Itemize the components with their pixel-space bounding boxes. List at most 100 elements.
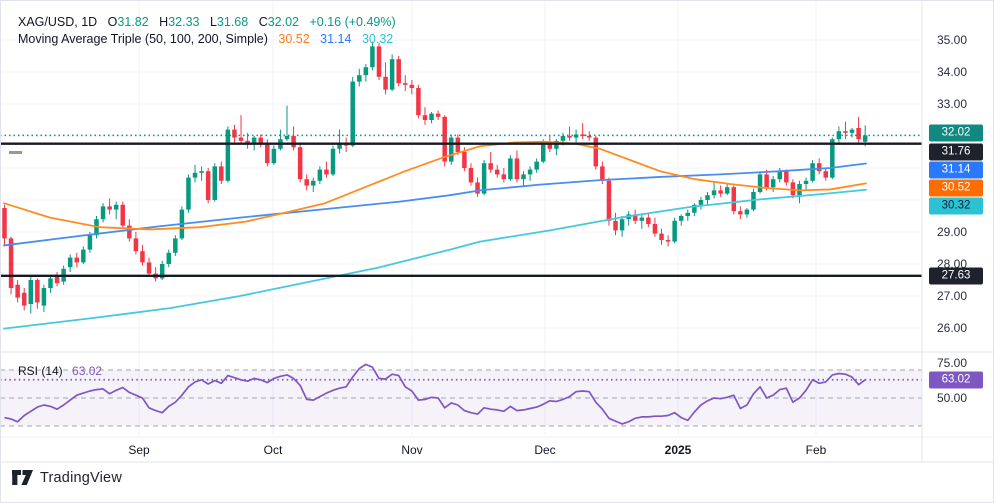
candle-body (685, 212, 691, 216)
candle-body (416, 88, 421, 116)
candle-body (514, 158, 520, 180)
candle-body (199, 171, 204, 173)
candle-body (258, 137, 263, 144)
candle-body (744, 209, 750, 215)
candle-body (527, 169, 533, 175)
candle-body (186, 177, 191, 210)
candle-body (830, 139, 835, 178)
chart-legend: XAG/USD, 1D O31.82 H32.33 L31.68 C32.02 … (18, 14, 403, 48)
candle-body (521, 174, 526, 180)
time-axis-label: Nov (401, 443, 423, 457)
ma-indicator-title: Moving Average Triple (50, 100, 200, Sim… (18, 32, 268, 46)
time-axis-label: Dec (534, 443, 556, 457)
candle-body (212, 166, 217, 200)
rsi-value: 63.02 (72, 364, 103, 378)
sma200-line (3, 188, 867, 330)
rsi-indicator-title: RSI (14) (18, 364, 63, 378)
price-axis-badge: 31.76 (929, 143, 983, 160)
price-axis-badge: 27.63 (929, 267, 983, 285)
candle-body (350, 81, 355, 146)
price-tick-label: 35.00 (937, 33, 968, 47)
candle-body (836, 131, 842, 140)
candle-body (711, 190, 717, 196)
candle-body (311, 180, 316, 186)
ma100-value: 31.14 (320, 32, 352, 46)
tradingview-logo[interactable]: TradingView (12, 469, 122, 486)
indicator-legend-row[interactable]: Moving Average Triple (50, 100, 200, Sim… (18, 31, 403, 48)
time-axis[interactable]: Sep Oct Nov Dec 2025 Feb (0, 437, 922, 462)
candle-body (652, 224, 658, 234)
candle-body (48, 278, 53, 288)
candle-body (238, 137, 244, 141)
price-axis-badge: 32.02 (929, 124, 983, 142)
candle-body (324, 169, 329, 175)
candle-body (41, 288, 47, 306)
left-edge-marker (9, 151, 22, 154)
candle-body (429, 113, 434, 120)
candle-body (113, 204, 119, 210)
high-value: 32.33 (168, 15, 200, 29)
candle-body (770, 179, 776, 188)
candle-body (810, 163, 815, 181)
candle-body (192, 172, 198, 178)
candle-body (488, 163, 493, 170)
candle-body (146, 262, 152, 274)
candle-body (107, 206, 112, 210)
candle-body (501, 174, 507, 180)
candle-body (245, 140, 250, 144)
candle-body (784, 171, 789, 183)
candle-body (54, 276, 60, 284)
candle-body (508, 158, 513, 180)
time-axis-label: Sep (128, 443, 150, 457)
candle-body (127, 225, 132, 239)
candle-body (67, 257, 73, 268)
candle-body (665, 240, 671, 242)
time-axis-label: 2025 (664, 443, 692, 457)
candle-body (166, 252, 171, 264)
candle-body (777, 171, 783, 180)
candle-body (357, 75, 362, 82)
candle-body (468, 168, 474, 183)
sma50-line (3, 140, 867, 231)
candle-body (21, 292, 27, 306)
close-value: 32.02 (267, 15, 299, 29)
candle-body (613, 220, 618, 231)
candle-body (304, 179, 309, 186)
candle-body (159, 264, 165, 279)
candle-body (15, 284, 20, 298)
candle-body (8, 238, 14, 288)
candle-body (140, 251, 145, 263)
candle-body (284, 136, 290, 140)
open-value: 31.82 (117, 15, 149, 29)
price-axis[interactable]: 35.00 34.00 33.00 29.00 28.00 27.00 26.00 75.00… (922, 0, 994, 462)
candle-body (422, 115, 428, 120)
candle-body (225, 129, 231, 181)
price-tick-label: 34.00 (937, 65, 968, 79)
candle-body (133, 238, 139, 252)
candle-body (705, 195, 710, 200)
tradingview-logo-icon (12, 470, 33, 485)
change-value: +0.16 (+0.49%) (309, 15, 396, 29)
candle-body (205, 171, 211, 200)
candle-body (389, 59, 395, 90)
candle-body (396, 59, 401, 84)
candle-body (370, 46, 375, 68)
rsi-legend-row[interactable]: RSI (14) 63.02 (18, 364, 108, 378)
candle-body (74, 257, 80, 263)
candle-body (619, 219, 625, 231)
candle-body (481, 163, 487, 194)
candle-body (297, 147, 303, 180)
price-axis-badge: 30.32 (929, 197, 983, 214)
candle-body (586, 136, 592, 138)
candle-body (593, 137, 599, 167)
symbol-legend-row[interactable]: XAG/USD, 1D O31.82 H32.33 L31.68 C32.02 … (18, 14, 403, 31)
low-label: L (209, 15, 217, 29)
price-axis-badge: 30.52 (929, 179, 983, 196)
candle-body (232, 129, 237, 138)
candle-body (862, 135, 868, 142)
candle-body (560, 136, 566, 141)
candle-body (718, 190, 723, 194)
